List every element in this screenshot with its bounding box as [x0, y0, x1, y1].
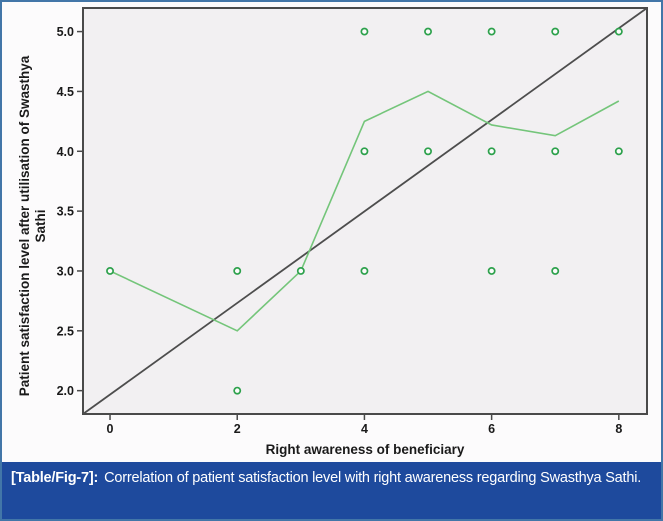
fit-line [109, 90, 620, 332]
data-point-marker [106, 267, 114, 275]
data-point-marker [360, 267, 369, 275]
data-point-marker [360, 147, 369, 156]
y-tick-label: 2.5 [57, 324, 74, 338]
reference-line [82, 7, 648, 415]
data-point-marker [360, 27, 369, 36]
y-axis-title: Patient satisfaction level after utilisa… [17, 55, 48, 396]
y-axis-title-line: Patient satisfaction level after utilisa… [17, 55, 32, 396]
data-point-marker [233, 267, 242, 275]
figure-caption: [Table/Fig-7]: Correlation of patient sat… [2, 462, 661, 519]
data-point-marker [551, 147, 560, 156]
data-point-marker [424, 147, 432, 156]
x-tick-label: 6 [488, 422, 495, 436]
figure-caption-label: [Table/Fig-7]: [11, 470, 99, 486]
y-tick-label: 2.0 [57, 384, 74, 398]
data-point-marker [551, 267, 560, 275]
scatter-chart: 0 2 4 6 8 2.0 2.5 3.0 3.5 4.0 4.5 5.0 Right awarenes… [2, 2, 661, 462]
x-tick-label: 2 [234, 422, 241, 436]
data-point-marker [614, 27, 623, 36]
data-point-marker [424, 27, 432, 36]
data-point-marker [296, 267, 305, 275]
data-point-marker [487, 267, 496, 275]
x-axis-title: Right awareness of beneficiary [266, 442, 465, 457]
scatter-chart-canvas: 0 2 4 6 8 2.0 2.5 3.0 3.5 4.0 4.5 5.0 Right awarenes… [17, 7, 648, 457]
x-tick-label: 0 [107, 422, 114, 436]
data-point-marker [551, 27, 560, 36]
data-point-marker [614, 147, 623, 156]
y-tick-label: 3.0 [57, 264, 74, 278]
data-point-marker [487, 27, 496, 36]
x-tick-label: 8 [615, 422, 622, 436]
y-tick-label: 4.0 [57, 145, 74, 159]
y-tick-label: 4.5 [57, 85, 74, 99]
y-tick-label: 5.0 [57, 25, 74, 39]
figure-caption-text: Correlation of patient satisfaction leve… [104, 470, 642, 486]
y-tick-label: 3.5 [57, 205, 74, 219]
data-point-marker [487, 147, 496, 156]
y-axis-title-line: Sathi [33, 209, 48, 242]
x-tick-label: 4 [361, 422, 368, 436]
data-point-marker [233, 386, 242, 395]
